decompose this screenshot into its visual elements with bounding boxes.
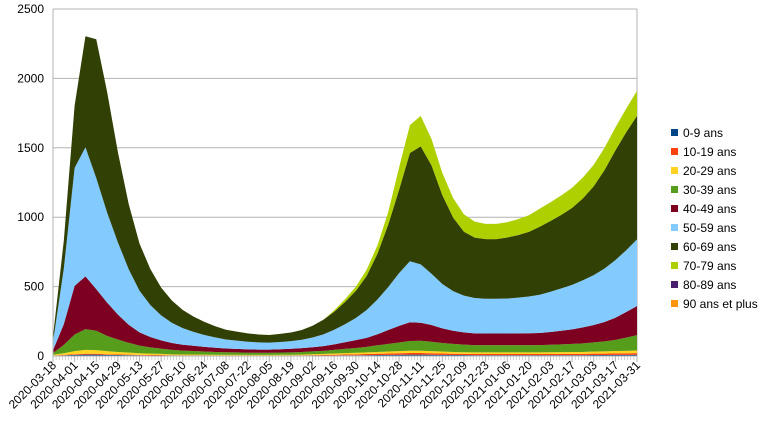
legend-label-9: 80-89 ans <box>683 278 736 292</box>
legend-swatch-3 <box>671 167 678 174</box>
legend-swatch-7 <box>671 243 678 250</box>
legend-layer: 0-9 ans 10-19 ans 20-29 ans 30-39 ans 40-49 … <box>671 126 758 311</box>
legend-label-2: 10-19 ans <box>683 145 736 159</box>
legend-swatch-1 <box>671 129 678 136</box>
legend-label-6: 50-59 ans <box>683 221 736 235</box>
legend-swatch-4 <box>671 186 678 193</box>
legend-swatch-2 <box>671 148 678 155</box>
area-series-7 <box>53 36 637 343</box>
legend-label-3: 20-29 ans <box>683 164 736 178</box>
legend-label-8: 70-79 ans <box>683 259 736 273</box>
y-tick-label-2000: 2000 <box>17 71 44 85</box>
legend-swatch-9 <box>671 281 678 288</box>
y-tick-label-2500: 2500 <box>17 2 44 16</box>
area-series-5 <box>53 276 637 354</box>
legend-swatch-10 <box>671 300 678 307</box>
legend-label-5: 40-49 ans <box>683 202 736 216</box>
area-series-6 <box>53 147 637 351</box>
y-tick-label-500: 500 <box>24 280 44 294</box>
legend-label-10: 90 ans et plus <box>683 297 758 311</box>
legend-label-7: 60-69 ans <box>683 240 736 254</box>
legend-swatch-6 <box>671 224 678 231</box>
area-layer <box>53 36 637 356</box>
legend-label-1: 0-9 ans <box>683 126 723 140</box>
area-series-4 <box>53 329 637 355</box>
area-series-2 <box>53 352 637 356</box>
y-tick-label-0: 0 <box>37 349 44 363</box>
y-tick-label-1500: 1500 <box>17 141 44 155</box>
legend-swatch-5 <box>671 205 678 212</box>
legend-label-4: 30-39 ans <box>683 183 736 197</box>
legend-swatch-8 <box>671 262 678 269</box>
y-tick-label-1000: 1000 <box>17 210 44 224</box>
area-series-3 <box>53 349 637 356</box>
